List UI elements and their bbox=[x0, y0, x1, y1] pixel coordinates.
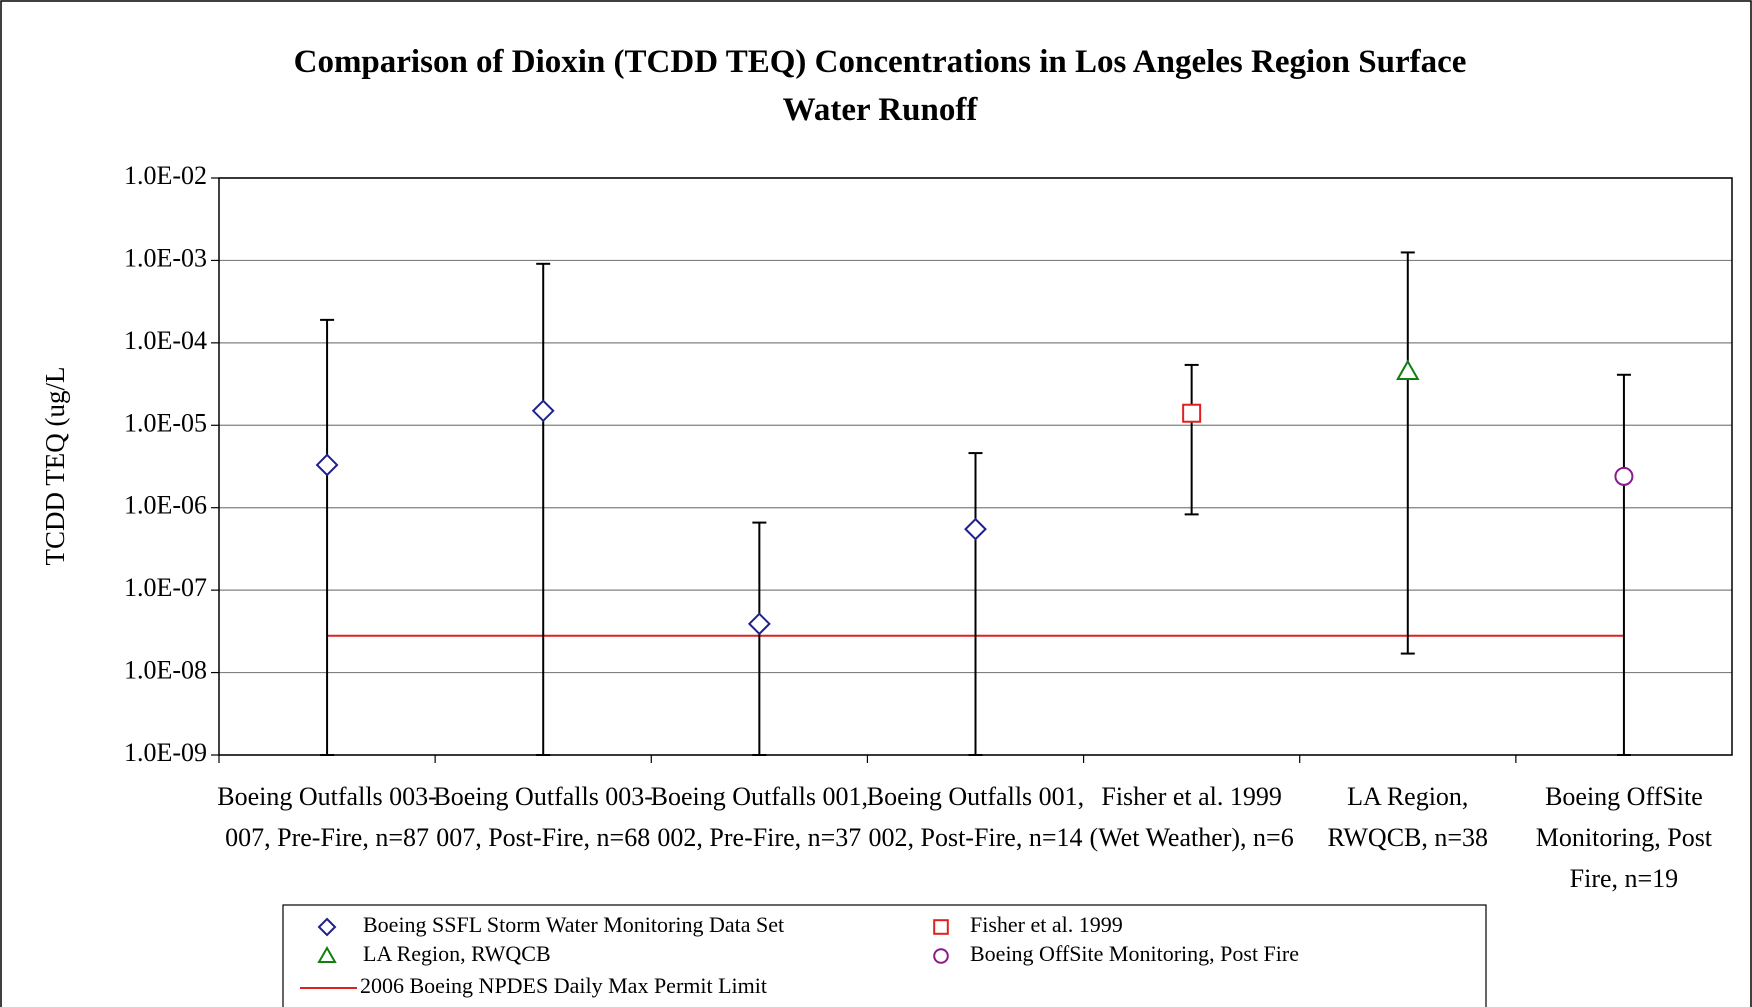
y-tick-label: 1.0E-08 bbox=[124, 656, 207, 685]
marker-triangle bbox=[317, 945, 337, 963]
y-tick-label: 1.0E-06 bbox=[124, 491, 207, 520]
legend-label: 2006 Boeing NPDES Daily Max Permit Limit bbox=[360, 973, 767, 998]
y-tick-label: 1.0E-05 bbox=[124, 408, 207, 437]
y-tick-label: 1.0E-03 bbox=[124, 243, 207, 272]
marker-circle bbox=[933, 948, 949, 964]
x-tick-label: Boeing Outfalls 003-007, Pre-Fire, n=87 bbox=[217, 782, 437, 852]
y-axis-label: TCDD TEQ (ug/L bbox=[40, 367, 70, 566]
marker-square bbox=[1182, 403, 1202, 423]
legend-label: Fisher et al. 1999 bbox=[970, 912, 1123, 937]
marker-diamond bbox=[964, 517, 987, 541]
marker-diamond bbox=[747, 612, 771, 636]
marker-diamond bbox=[531, 399, 555, 423]
x-tick-label: Boeing Outfalls 003-007, Post-Fire, n=68 bbox=[433, 782, 653, 852]
y-tick-label: 1.0E-02 bbox=[124, 161, 207, 190]
y-tick-label: 1.0E-04 bbox=[124, 326, 207, 355]
legend-label: Boeing OffSite Monitoring, Post Fire bbox=[970, 941, 1299, 966]
x-tick-label: Boeing Outfalls 001, 002, Pre-Fire, n=37 bbox=[650, 782, 869, 852]
x-tick-label: Boeing Outfalls 001, 002, Post-Fire, n=1… bbox=[866, 782, 1085, 852]
y-tick-label: 1.0E-07 bbox=[124, 573, 207, 602]
x-tick-label: LA Region, RWQCB, n=38 bbox=[1327, 782, 1489, 852]
y-tick-label: 1.0E-09 bbox=[124, 738, 207, 767]
x-tick-label: Fisher et al. 1999 (Wet Weather), n=6 bbox=[1089, 782, 1294, 852]
x-tick-label: Boeing OffSite Monitoring, Post Fire, n=… bbox=[1535, 782, 1713, 893]
legend-box bbox=[282, 904, 1487, 1007]
marker-square bbox=[933, 919, 949, 935]
chart-title: Comparison of Dioxin (TCDD TEQ) Concentr… bbox=[294, 44, 1467, 128]
legend-label: LA Region, RWQCB bbox=[363, 941, 551, 966]
marker-circle bbox=[1614, 466, 1634, 486]
marker-diamond bbox=[315, 453, 339, 477]
marker-diamond bbox=[317, 917, 337, 937]
marker-triangle bbox=[1396, 359, 1420, 380]
legend-label: Boeing SSFL Storm Water Monitoring Data … bbox=[363, 912, 784, 937]
